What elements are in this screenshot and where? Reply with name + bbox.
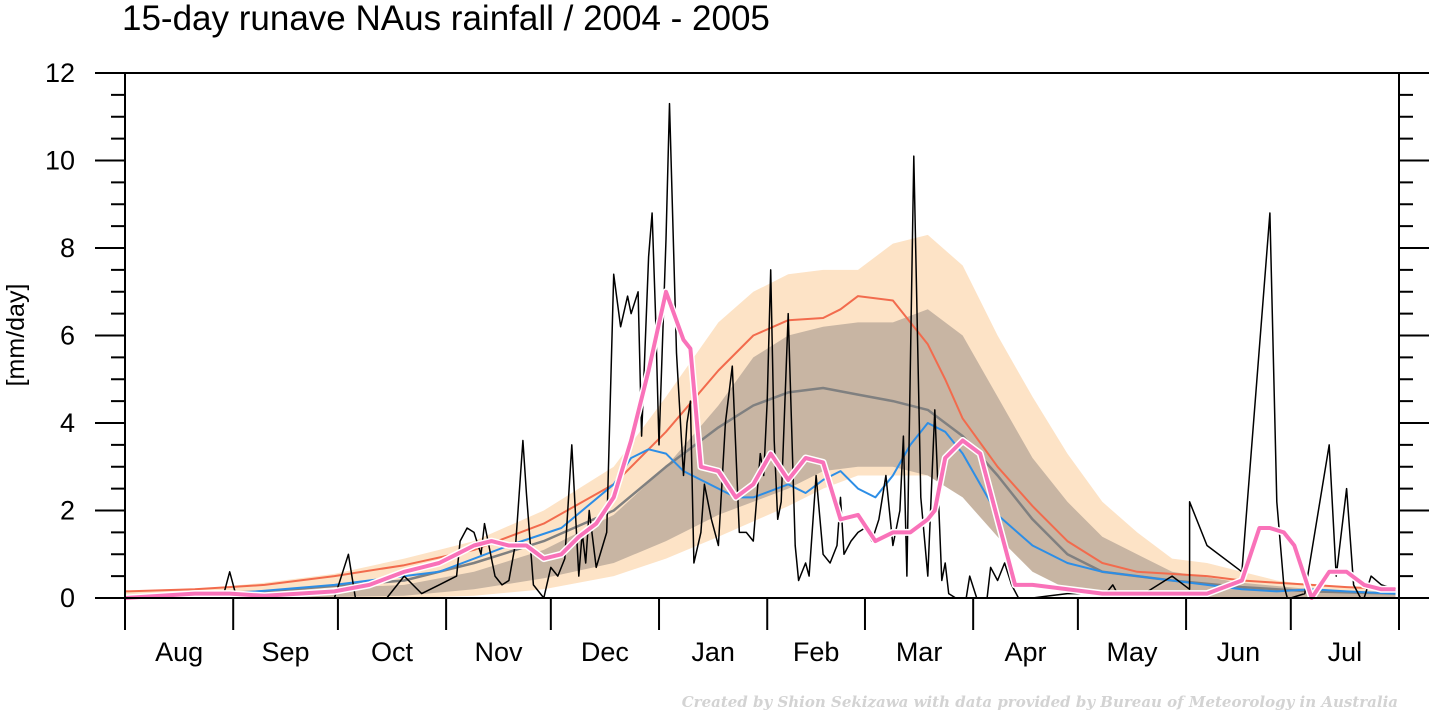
- plot-axes: 0 2 4 6 8 10 12 Aug Sep Oct Nov Dec Jan Feb Mar Apr May J…: [45, 58, 1429, 667]
- red-mean-line: [124, 295, 1396, 593]
- x-tick-label: Oct: [371, 637, 414, 667]
- chart-title: 15-day runave NAus rainfall / 2004 - 200…: [122, 0, 770, 38]
- x-tick-label: Mar: [896, 637, 943, 667]
- credit-text: Created by Shion Sekizawa with data prov…: [682, 693, 1398, 711]
- y-tick-label: 10: [45, 146, 75, 176]
- x-tick-label: Jan: [691, 637, 735, 667]
- y-tick-label: 12: [45, 58, 75, 88]
- y-tick-label: 4: [60, 408, 75, 438]
- y-tick-label: 6: [60, 321, 75, 351]
- x-tick-label: Dec: [581, 637, 629, 667]
- x-tick-label: Sep: [262, 637, 310, 667]
- pink-runave-line: [124, 289, 1396, 600]
- x-tick-label: Nov: [474, 637, 523, 667]
- x-tick-label: Apr: [1005, 637, 1047, 667]
- x-tick-label: Jun: [1217, 637, 1261, 667]
- series-lines: [124, 102, 1396, 602]
- x-tick-label: Aug: [155, 637, 203, 667]
- y-tick-label: 8: [60, 233, 75, 263]
- y-axis-label: [mm/day]: [2, 284, 30, 387]
- y-tick-label: 0: [60, 583, 75, 613]
- y-tick-label: 2: [60, 496, 75, 526]
- x-tick-label: Jul: [1328, 637, 1363, 667]
- x-tick-label: May: [1106, 637, 1158, 667]
- x-tick-label: Feb: [793, 637, 840, 667]
- spread-bands: [125, 234, 1396, 598]
